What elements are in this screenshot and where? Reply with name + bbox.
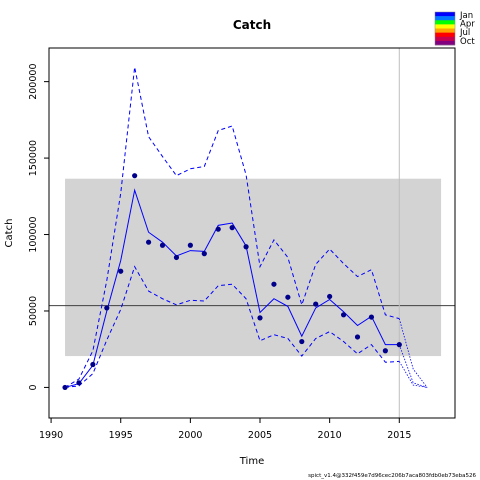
forecast-upper-ci-line: [398, 318, 428, 388]
observed-point: [229, 225, 235, 231]
observed-point: [187, 242, 193, 248]
version-footer: spict_v1.4@332f459e7d96cec206b7aca803fdb…: [308, 473, 476, 479]
legend-color-swatch: [435, 12, 455, 17]
observed-point: [354, 334, 361, 340]
observed-point: [340, 312, 347, 318]
legend-color-swatch: [435, 40, 455, 46]
observed-point: [396, 342, 402, 348]
legend-color-swatch: [435, 24, 455, 29]
observed-point: [201, 251, 207, 257]
legend-color-swatch: [435, 32, 455, 38]
observed-point: [215, 226, 221, 232]
legend-color-swatch: [435, 36, 455, 42]
y-tick-label: 100000: [28, 216, 39, 252]
estimate-line: [64, 188, 400, 388]
y-tick-label: 50000: [28, 296, 39, 326]
observed-point: [118, 268, 124, 274]
lower-ci-line: [64, 265, 400, 388]
observed-point: [173, 254, 180, 261]
msy-band: [65, 178, 442, 357]
chart-title: Catch: [233, 18, 271, 32]
observed-point: [271, 281, 277, 287]
observed-point: [90, 361, 96, 368]
legend-label: Oct: [460, 37, 475, 47]
y-tick-label: 0: [28, 384, 39, 390]
plot-frame: [48, 47, 456, 419]
observed-point: [243, 244, 249, 250]
x-tick-label: 2005: [248, 430, 272, 441]
y-tick-label: 200000: [28, 64, 39, 100]
forecast-lower-ci-line: [398, 361, 428, 388]
axes: 1990 1995 2000 2005 2010 2015 0 50000 100000 1500…: [28, 47, 456, 441]
legend-label: Jan: [459, 11, 473, 21]
legend-frame: [434, 11, 456, 46]
observed-point: [257, 315, 263, 321]
x-tick-label: 2010: [318, 430, 342, 441]
observed-point: [104, 305, 110, 311]
legend-label: Apr: [460, 20, 475, 30]
observed-point: [132, 173, 138, 179]
x-axis-label: Time: [239, 456, 264, 467]
y-axis-label: Catch: [4, 219, 15, 248]
x-tick-label: 2000: [178, 430, 202, 441]
observed-point: [159, 242, 166, 248]
observed-point: [368, 314, 375, 320]
legend-color-swatch: [435, 28, 455, 33]
x-tick-label: 1990: [39, 430, 63, 441]
observed-point: [382, 348, 388, 354]
legend-label: Jul: [459, 28, 470, 38]
observed-point: [313, 301, 319, 307]
legend-color-swatch: [435, 16, 455, 21]
observed-point: [76, 380, 82, 386]
observed-point: [62, 384, 68, 391]
observed-point: [299, 338, 305, 345]
y-tick-label: 150000: [28, 140, 39, 176]
observed-point: [327, 293, 333, 300]
legend-color-swatch: [435, 20, 455, 25]
x-tick-label: 1995: [109, 430, 133, 441]
observed-point: [285, 294, 291, 300]
x-tick-label: 2015: [387, 430, 411, 441]
plot-area: [49, 48, 455, 418]
observed-point: [145, 239, 152, 245]
